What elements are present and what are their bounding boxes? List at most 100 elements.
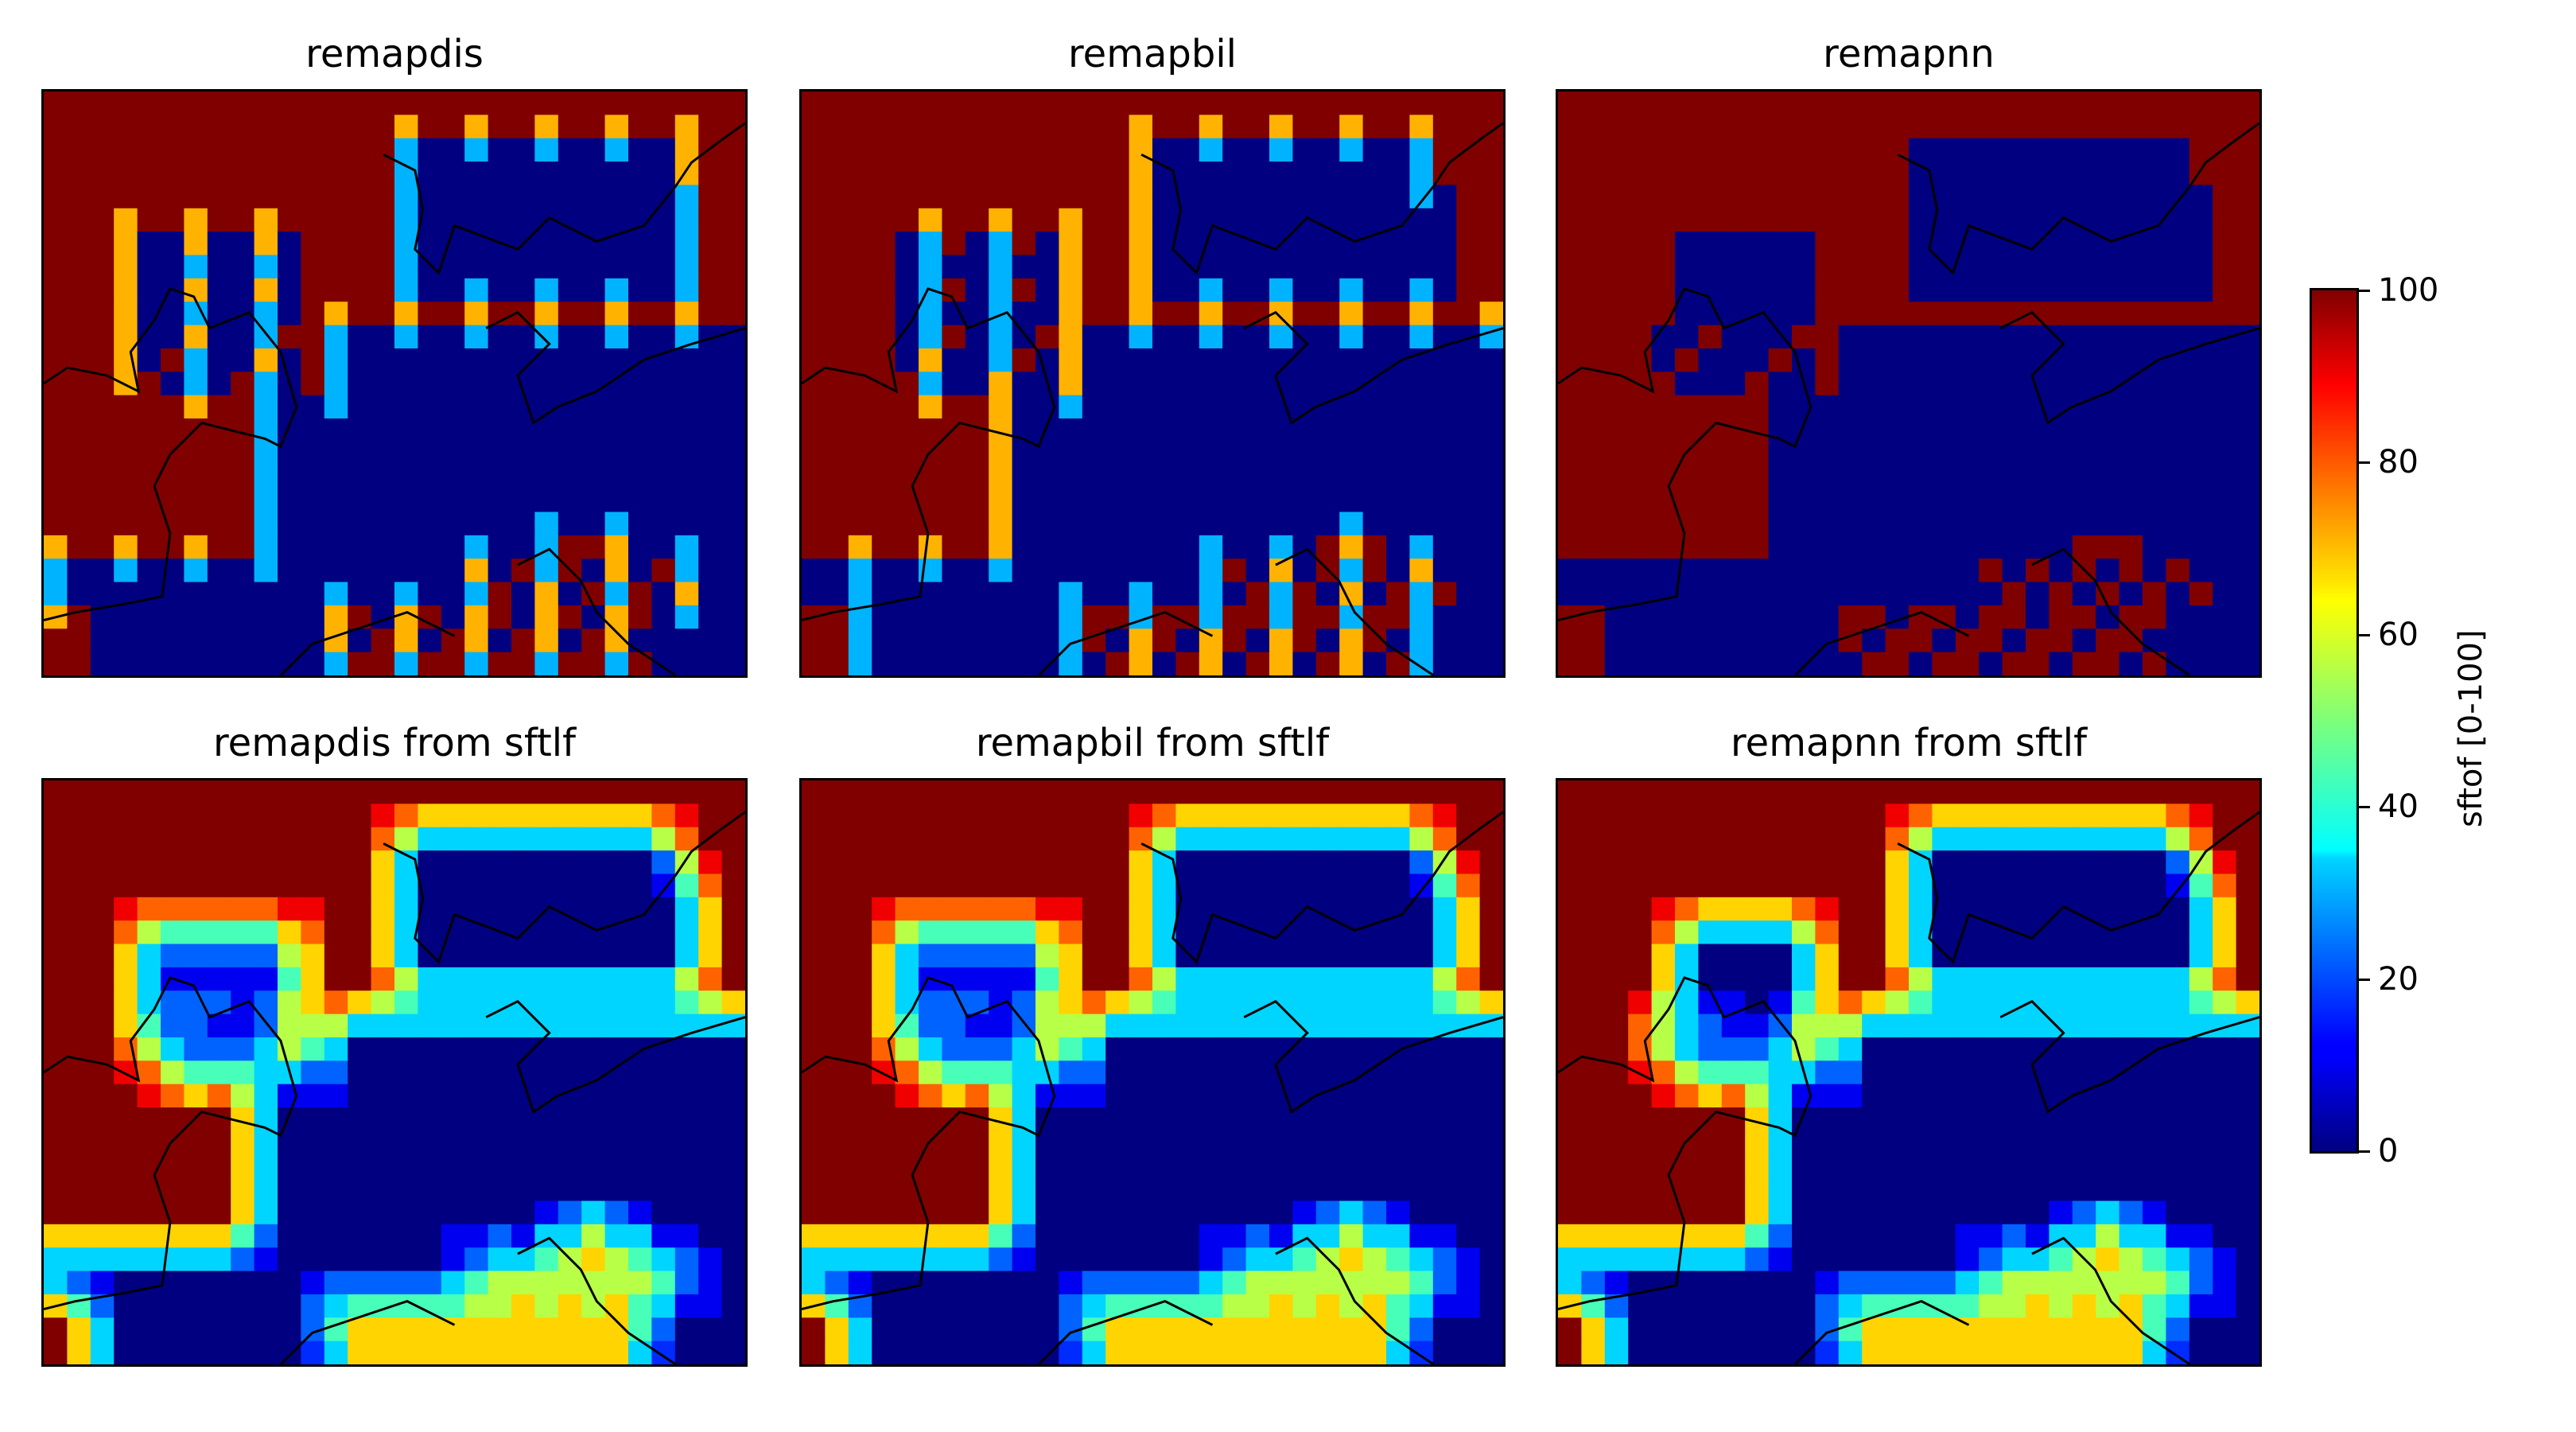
heatmap-cell: [1862, 628, 1886, 653]
heatmap-cell: [464, 325, 489, 349]
heatmap-cell: [2096, 278, 2120, 302]
heatmap-cell: [1456, 1037, 1481, 1061]
heatmap-cell: [184, 1084, 208, 1108]
heatmap-cell: [1292, 278, 1317, 302]
heatmap-cell: [44, 967, 68, 991]
heatmap-cell: [2072, 512, 2096, 536]
heatmap-cell: [2026, 255, 2050, 279]
heatmap-cell: [895, 582, 919, 606]
heatmap-cell: [2189, 302, 2213, 326]
heatmap-cell: [1932, 652, 1956, 675]
heatmap-cell: [1721, 652, 1746, 675]
heatmap-cell: [2096, 348, 2120, 372]
heatmap-cell: [488, 897, 512, 921]
heatmap-cell: [698, 395, 723, 419]
heatmap-cell: [1979, 91, 2003, 115]
heatmap-cell: [184, 418, 208, 442]
heatmap-cell: [1199, 488, 1223, 513]
heatmap-cell: [90, 558, 115, 583]
heatmap-cell: [1339, 115, 1364, 139]
heatmap-cell: [1386, 512, 1410, 536]
heatmap-cell: [1269, 442, 1293, 466]
heatmap-cell: [1862, 138, 1886, 162]
heatmap-cell: [802, 804, 826, 828]
heatmap-cell: [698, 874, 723, 898]
heatmap-cell: [1245, 1247, 1270, 1272]
heatmap-grid: [44, 91, 745, 675]
heatmap-cell: [1885, 115, 1910, 139]
heatmap-cell: [2189, 1294, 2213, 1318]
heatmap-cell: [1628, 652, 1653, 675]
heatmap-cell: [1105, 967, 1130, 991]
heatmap-cell: [1129, 920, 1153, 945]
heatmap-cell: [1315, 1177, 1340, 1202]
heatmap-cell: [1105, 990, 1130, 1015]
heatmap-cell: [184, 874, 208, 898]
heatmap-cell: [802, 1084, 826, 1108]
heatmap-cell: [324, 161, 348, 186]
heatmap-cell: [184, 1154, 208, 1178]
heatmap-cell: [534, 1200, 559, 1225]
heatmap-cell: [418, 1130, 442, 1155]
heatmap-cell: [825, 944, 849, 968]
heatmap-cell: [231, 558, 255, 583]
heatmap-cell: [1175, 1130, 1200, 1155]
heatmap-cell: [1292, 185, 1317, 209]
heatmap-cell: [1932, 488, 1956, 513]
heatmap-cell: [1199, 465, 1223, 489]
heatmap-cell: [1409, 161, 1434, 186]
heatmap-cell: [488, 1177, 512, 1202]
heatmap-cell: [2189, 465, 2213, 489]
heatmap-cell: [1152, 1130, 1176, 1155]
heatmap-cell: [1456, 442, 1481, 466]
heatmap-cell: [1199, 535, 1223, 559]
heatmap-cell: [1479, 185, 1503, 209]
heatmap-cell: [161, 232, 185, 256]
heatmap-cell: [1409, 372, 1434, 396]
heatmap-cell: [371, 1200, 395, 1225]
heatmap-cell: [2213, 1177, 2237, 1202]
heatmap-cell: [2072, 255, 2096, 279]
heatmap-cell: [67, 628, 91, 653]
heatmap-cell: [989, 1224, 1013, 1248]
heatmap-cell: [418, 1154, 442, 1178]
heatmap-cell: [558, 185, 582, 209]
heatmap-cell: [2166, 827, 2190, 851]
heatmap-cell: [2213, 535, 2237, 559]
heatmap-cell: [1675, 1107, 1699, 1131]
heatmap-cell: [1768, 185, 1793, 209]
heatmap-cell: [1745, 91, 1770, 115]
heatmap-cell: [825, 1224, 849, 1248]
heatmap-cell: [67, 605, 91, 629]
heatmap-cell: [1222, 535, 1247, 559]
heatmap-cell: [1792, 465, 1816, 489]
heatmap-cell: [1432, 488, 1457, 513]
heatmap-cell: [604, 161, 629, 186]
heatmap-cell: [721, 652, 745, 675]
heatmap-cell: [1604, 780, 1629, 804]
heatmap-cell: [1152, 138, 1176, 162]
heatmap-cell: [1815, 1224, 1840, 1248]
heatmap-cell: [1721, 138, 1746, 162]
heatmap-cell: [254, 161, 278, 186]
heatmap-cell: [324, 372, 348, 396]
heatmap-cell: [464, 1154, 489, 1178]
heatmap-cell: [1432, 920, 1457, 945]
heatmap-cell: [919, 115, 942, 139]
heatmap-cell: [2072, 535, 2096, 559]
heatmap-cell: [674, 535, 699, 559]
heatmap-cell: [2096, 91, 2120, 115]
heatmap-cell: [67, 91, 91, 115]
heatmap-cell: [2002, 1294, 2026, 1318]
heatmap-cell: [184, 652, 208, 675]
heatmap-cell: [1604, 628, 1629, 653]
heatmap-cell: [1339, 465, 1364, 489]
heatmap-cell: [1698, 115, 1723, 139]
heatmap-cell: [1059, 1037, 1083, 1061]
heatmap-cell: [674, 1107, 699, 1131]
heatmap-cell: [1955, 488, 1980, 513]
heatmap-cell: [184, 1271, 208, 1295]
heatmap-cell: [2002, 91, 2026, 115]
heatmap-cell: [418, 804, 442, 828]
heatmap-cell: [67, 920, 91, 945]
